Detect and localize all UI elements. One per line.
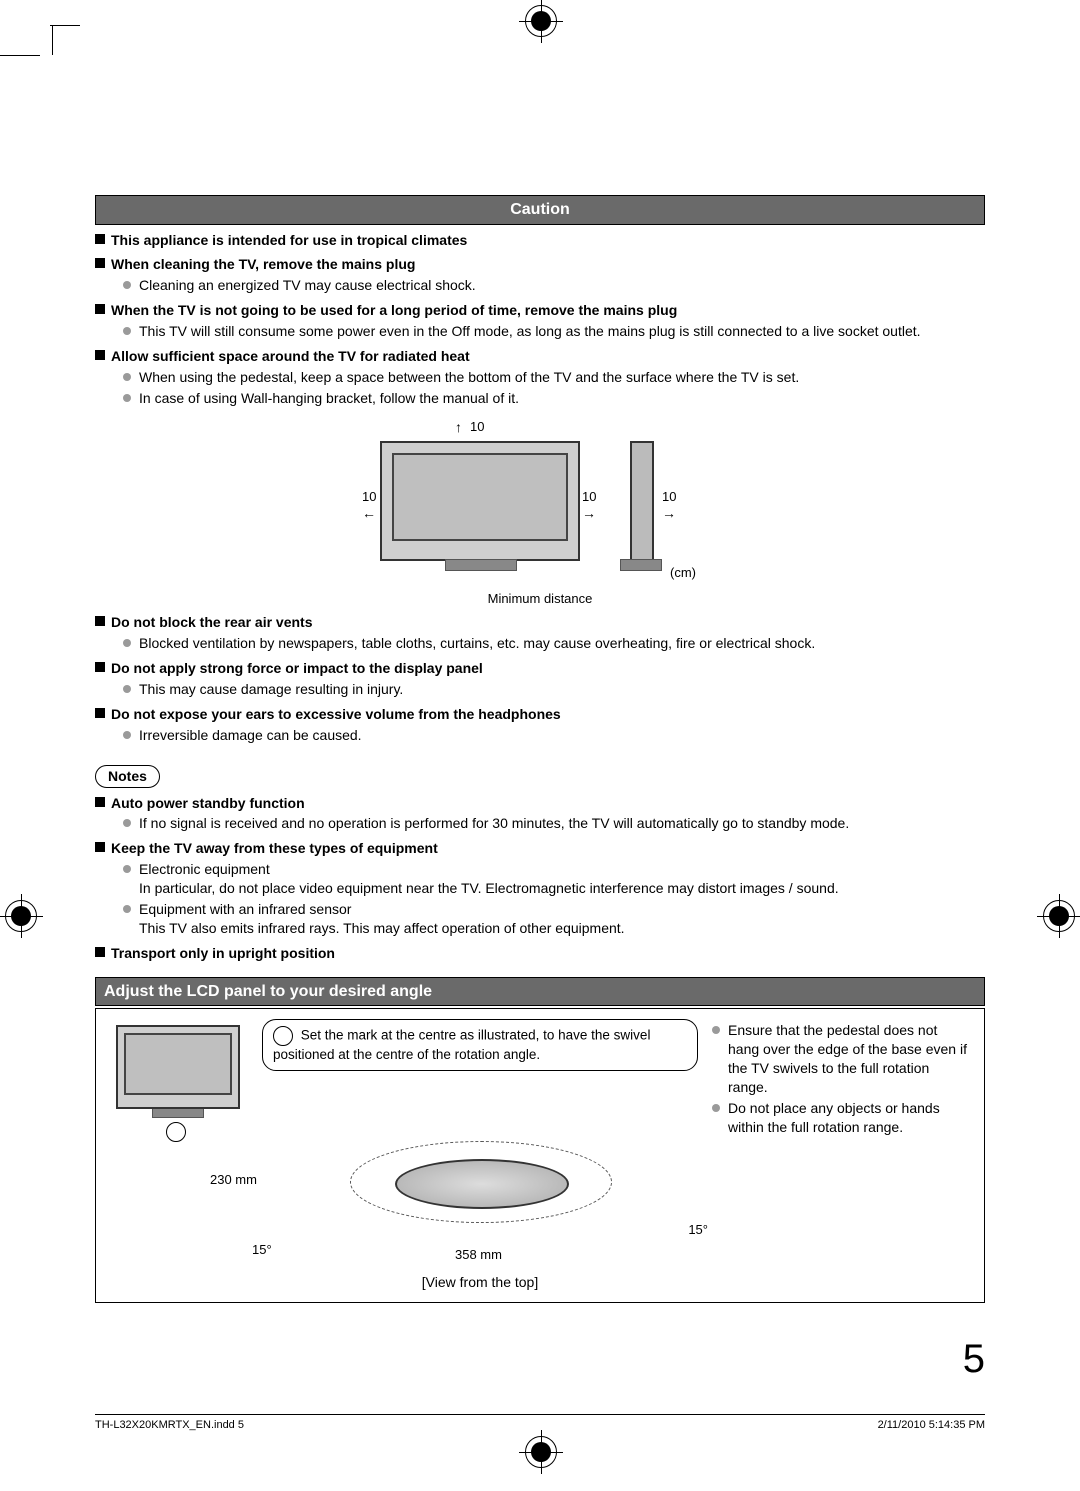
rotate-icon <box>273 1026 293 1046</box>
dim-right: 10 <box>582 488 596 506</box>
speech-bubble: Set the mark at the centre as illustrate… <box>262 1019 698 1071</box>
registration-mark-icon <box>1043 900 1075 932</box>
bullet-text: Irreversible damage can be caused. <box>123 726 985 745</box>
footer-right: 2/11/2010 5:14:35 PM <box>878 1418 985 1433</box>
square-bullet-icon <box>95 797 105 807</box>
square-bullet-icon <box>95 350 105 360</box>
caution-item: Do not block the rear air vents Blocked v… <box>95 613 985 653</box>
angle-note: Do not place any objects or hands within… <box>712 1099 972 1137</box>
tv-side-stand-icon <box>620 559 662 571</box>
footer-left: TH-L32X20KMRTX_EN.indd 5 <box>95 1418 244 1433</box>
item-heading: Allow sufficient space around the TV for… <box>95 347 985 366</box>
min-distance-caption: Minimum distance <box>95 590 985 608</box>
crop-mark <box>52 25 53 55</box>
item-heading: Auto power standby function <box>95 794 985 813</box>
dim-side: 10 <box>662 488 676 506</box>
caution-item: Keep the TV away from these types of equ… <box>95 839 985 937</box>
angle-col-mid: Set the mark at the centre as illustrate… <box>262 1019 698 1292</box>
crop-mark <box>0 55 40 56</box>
adjust-banner: Adjust the LCD panel to your desired ang… <box>95 977 985 1007</box>
footer: TH-L32X20KMRTX_EN.indd 5 2/11/2010 5:14:… <box>95 1414 985 1433</box>
bullet-text: This may cause damage resulting in injur… <box>123 680 985 699</box>
angle-col-right: Ensure that the pedestal does not hang o… <box>712 1019 972 1138</box>
item-heading: When the TV is not going to be used for … <box>95 301 985 320</box>
bullet-text: Equipment with an infrared sensorThis TV… <box>123 900 985 938</box>
item-heading: Do not block the rear air vents <box>95 613 985 632</box>
square-bullet-icon <box>95 842 105 852</box>
bullet-text: If no signal is received and no operatio… <box>123 814 985 833</box>
swivel-diagram: 230 mm 15° 15° 358 mm <box>262 1101 698 1271</box>
item-heading: This appliance is intended for use in tr… <box>95 231 985 250</box>
item-heading: When cleaning the TV, remove the mains p… <box>95 255 985 274</box>
caution-item: Allow sufficient space around the TV for… <box>95 347 985 408</box>
tv-small-stand-icon <box>152 1108 204 1118</box>
bullet-text: Electronic equipmentIn particular, do no… <box>123 860 985 898</box>
square-bullet-icon <box>95 258 105 268</box>
caution-item: Transport only in upright position <box>95 944 985 963</box>
bullet-text: Blocked ventilation by newspapers, table… <box>123 634 985 653</box>
item-heading: Do not apply strong force or impact to t… <box>95 659 985 678</box>
clearance-diagram: 10 ↑ 10 ← 10 → 10 → (cm) <box>370 416 710 586</box>
square-bullet-icon <box>95 947 105 957</box>
caution-list-2: Do not block the rear air vents Blocked v… <box>95 613 985 744</box>
square-bullet-icon <box>95 234 105 244</box>
swivel-depth: 230 mm <box>210 1171 257 1189</box>
caution-item: Do not expose your ears to excessive vol… <box>95 705 985 745</box>
page-number: 5 <box>963 1332 985 1386</box>
angle-note: Ensure that the pedestal does not hang o… <box>712 1021 972 1097</box>
rotate-icon <box>166 1122 186 1142</box>
swivel-angle-right: 15° <box>688 1221 708 1239</box>
caution-banner: Caution <box>95 195 985 225</box>
swivel-angle-left: 15° <box>252 1241 272 1259</box>
tv-small-icon <box>116 1025 240 1109</box>
bullet-text: When using the pedestal, keep a space be… <box>123 368 985 387</box>
caution-list: This appliance is intended for use in tr… <box>95 231 985 408</box>
notes-pill: Notes <box>95 765 160 788</box>
dim-left: 10 <box>362 488 376 506</box>
content-area: Caution This appliance is intended for u… <box>95 195 985 1303</box>
swivel-width: 358 mm <box>455 1246 502 1264</box>
tv-front-icon <box>380 441 580 561</box>
caution-item: Do not apply strong force or impact to t… <box>95 659 985 699</box>
dim-unit: (cm) <box>670 564 696 582</box>
bullet-text: This TV will still consume some power ev… <box>123 322 985 341</box>
square-bullet-icon <box>95 304 105 314</box>
caution-item: This appliance is intended for use in tr… <box>95 231 985 250</box>
caution-item: When the TV is not going to be used for … <box>95 301 985 341</box>
square-bullet-icon <box>95 708 105 718</box>
square-bullet-icon <box>95 616 105 626</box>
view-from-top: [View from the top] <box>262 1273 698 1292</box>
item-heading: Keep the TV away from these types of equ… <box>95 839 985 858</box>
registration-mark-icon <box>525 5 557 37</box>
item-heading: Transport only in upright position <box>95 944 985 963</box>
angle-box: Set the mark at the centre as illustrate… <box>95 1008 985 1303</box>
crop-mark <box>50 25 80 26</box>
dim-top: 10 <box>470 418 484 436</box>
angle-col-left <box>108 1019 248 1142</box>
item-heading: Do not expose your ears to excessive vol… <box>95 705 985 724</box>
registration-mark-icon <box>525 1436 557 1468</box>
bullet-text: Cleaning an energized TV may cause elect… <box>123 276 985 295</box>
page: Caution This appliance is intended for u… <box>0 0 1080 1491</box>
speech-text: Set the mark at the centre as illustrate… <box>273 1028 650 1062</box>
tv-side-icon <box>630 441 654 565</box>
tv-stand-icon <box>445 559 517 571</box>
caution-item: When cleaning the TV, remove the mains p… <box>95 255 985 295</box>
square-bullet-icon <box>95 662 105 672</box>
caution-item: Auto power standby functionIf no signal … <box>95 794 985 834</box>
registration-mark-icon <box>5 900 37 932</box>
bullet-text: In case of using Wall-hanging bracket, f… <box>123 389 985 408</box>
notes-list: Auto power standby functionIf no signal … <box>95 794 985 963</box>
